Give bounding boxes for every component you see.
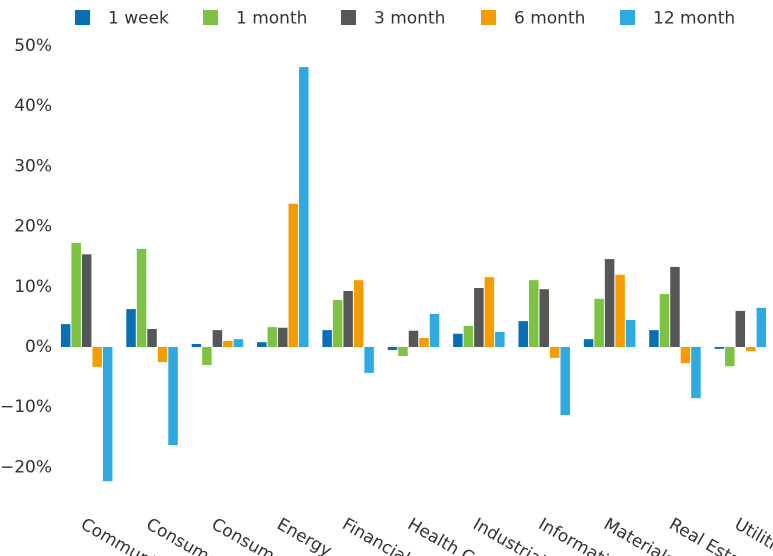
bar <box>212 330 223 347</box>
legend-label: 1 week <box>108 9 169 29</box>
bar <box>746 347 756 352</box>
bar <box>102 347 113 482</box>
bar <box>136 248 147 347</box>
y-tick-label: 50% <box>14 36 52 56</box>
bar <box>387 347 398 351</box>
legend-label: 3 month <box>374 9 445 29</box>
bar <box>126 309 136 347</box>
legend-swatch <box>341 10 356 25</box>
bar <box>408 330 419 347</box>
bar <box>539 289 549 347</box>
bar <box>288 203 299 347</box>
legend-swatch <box>620 10 635 25</box>
bar <box>92 347 102 367</box>
bar <box>364 347 374 373</box>
bar <box>223 340 233 347</box>
bar <box>594 298 604 347</box>
bar <box>278 327 288 347</box>
bar <box>474 288 484 347</box>
y-tick-label: −10% <box>0 397 52 417</box>
bar <box>680 347 691 364</box>
bar <box>429 313 440 347</box>
bar <box>463 325 474 347</box>
legend-label: 1 month <box>236 9 307 29</box>
x-tick-label: Financials <box>339 514 421 556</box>
bar <box>267 327 278 347</box>
bar <box>332 300 343 347</box>
bar <box>157 347 168 363</box>
bar <box>735 310 746 347</box>
bar <box>604 259 615 347</box>
bar <box>60 324 71 347</box>
legend-swatch <box>481 10 496 25</box>
legend-item: 1 month <box>203 9 307 29</box>
bar <box>528 280 539 347</box>
bar <box>343 291 353 347</box>
bar <box>518 321 528 347</box>
bar <box>484 277 495 347</box>
bar <box>625 319 636 347</box>
bar <box>691 347 701 399</box>
bar <box>756 307 767 347</box>
y-tick-label: −20% <box>0 457 52 477</box>
bar <box>168 347 178 446</box>
bar <box>419 337 429 347</box>
bar <box>495 331 505 347</box>
bar <box>615 274 625 347</box>
bar <box>81 254 92 347</box>
legend-item: 1 week <box>75 9 169 29</box>
bar <box>649 330 659 347</box>
legend-item: 12 month <box>620 9 735 29</box>
bar <box>659 294 670 347</box>
bar <box>714 347 725 349</box>
y-tick-label: 30% <box>14 156 52 176</box>
bar <box>583 339 594 347</box>
legend-swatch <box>75 10 90 25</box>
bar <box>233 339 244 347</box>
bar <box>670 266 680 347</box>
bar <box>549 347 560 358</box>
legend-item: 3 month <box>341 9 445 29</box>
bar <box>398 347 408 357</box>
bar <box>322 330 332 347</box>
y-tick-label: 20% <box>14 217 52 237</box>
bar <box>725 347 735 367</box>
legend-label: 12 month <box>653 9 735 29</box>
bar <box>353 280 364 347</box>
legend-item: 6 month <box>481 9 585 29</box>
x-tick-label: Materials <box>600 514 678 556</box>
bar <box>560 347 570 416</box>
bar <box>453 333 463 347</box>
legend-swatch <box>203 10 218 25</box>
y-tick-label: 40% <box>14 96 52 116</box>
bar <box>299 67 309 347</box>
bar <box>257 342 267 347</box>
bar <box>147 328 157 347</box>
bar <box>71 242 81 347</box>
y-tick-label: 0% <box>25 337 52 357</box>
bar <box>191 343 202 347</box>
bar <box>202 347 212 366</box>
x-tick-label: Energy <box>273 514 335 556</box>
y-tick-label: 10% <box>14 277 52 297</box>
legend-label: 6 month <box>514 9 585 29</box>
